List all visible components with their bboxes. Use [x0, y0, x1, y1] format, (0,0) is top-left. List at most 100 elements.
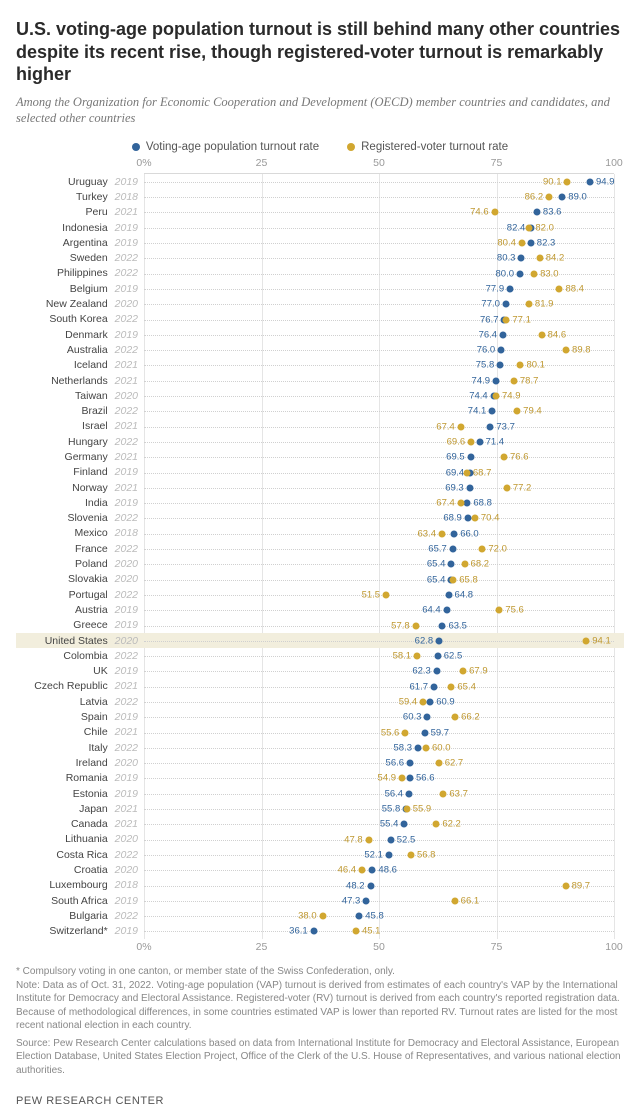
vap-dot	[356, 913, 363, 920]
vap-dot	[427, 698, 434, 705]
country-row: Denmark 201976.484.6	[144, 327, 614, 342]
country-row: Japan 202155.855.9	[144, 801, 614, 816]
rv-dot	[493, 393, 500, 400]
vap-value: 89.0	[562, 192, 587, 202]
subtitle: Among the Organization for Economic Coop…	[16, 94, 624, 128]
rv-value: 56.8	[411, 850, 436, 860]
rv-value: 66.1	[455, 896, 480, 906]
legend-item-vap: Voting-age population turnout rate	[132, 141, 319, 153]
axis-tick: 100	[605, 941, 623, 953]
country-row: Costa Rica 202252.156.8	[144, 847, 614, 862]
country-label: France 2022	[16, 544, 144, 555]
country-label: Indonesia 2019	[16, 223, 144, 234]
country-row: Canada 202155.462.2	[144, 817, 614, 832]
vap-dot	[498, 347, 505, 354]
brand: PEW RESEARCH CENTER	[16, 1089, 624, 1107]
vap-dot	[507, 285, 514, 292]
source-text: Source: Pew Research Center calculations…	[16, 1037, 624, 1078]
country-row: Iceland 202175.880.1	[144, 358, 614, 373]
rv-dot	[457, 423, 464, 430]
legend-dot-rv	[347, 143, 355, 151]
country-row: Lithuania 202052.547.8	[144, 832, 614, 847]
rv-dot	[503, 484, 510, 491]
axis-tick: 25	[256, 157, 268, 169]
rv-value: 77.2	[507, 483, 532, 493]
rv-dot	[526, 224, 533, 231]
country-label: Czech Republic 2021	[16, 681, 144, 692]
vap-dot	[401, 821, 408, 828]
country-label: Israel 2021	[16, 421, 144, 432]
country-row: Australia 202276.089.8	[144, 343, 614, 358]
vap-dot	[500, 331, 507, 338]
vap-dot	[517, 270, 524, 277]
vap-dot	[451, 530, 458, 537]
vap-dot	[369, 867, 376, 874]
vap-dot	[430, 683, 437, 690]
country-row: Israel 202173.767.4	[144, 419, 614, 434]
vap-dot	[367, 882, 374, 889]
rv-dot	[403, 806, 410, 813]
rv-value: 77.1	[506, 315, 531, 325]
vap-dot	[436, 637, 443, 644]
rv-value: 74.9	[496, 391, 521, 401]
country-row: Slovakia 202065.465.8	[144, 572, 614, 587]
country-row: South Africa 201947.366.1	[144, 893, 614, 908]
vap-dot	[464, 500, 471, 507]
country-row: Luxembourg 201848.289.7	[144, 878, 614, 893]
vap-value: 66.0	[454, 529, 479, 539]
chart: 0%255075100 Uruguay 201994.990.1Turkey 2…	[16, 157, 624, 955]
vap-dot	[449, 546, 456, 553]
country-label: Portugal 2022	[16, 590, 144, 601]
vap-dot	[434, 653, 441, 660]
vap-dot	[502, 301, 509, 308]
vap-dot	[421, 729, 428, 736]
country-label: Finland 2019	[16, 467, 144, 478]
vap-value: 52.5	[391, 835, 416, 845]
vap-value: 94.9	[590, 177, 615, 187]
axis-tick: 100	[605, 157, 623, 169]
vap-value: 83.6	[537, 208, 562, 218]
country-row: Brazil 202274.179.4	[144, 404, 614, 419]
rv-dot	[399, 775, 406, 782]
vap-dot	[415, 744, 422, 751]
axis-top: 0%255075100	[144, 157, 614, 173]
rv-dot	[564, 178, 571, 185]
country-row: South Korea 202276.777.1	[144, 312, 614, 327]
rv-dot	[479, 546, 486, 553]
vap-value: 45.8	[359, 911, 384, 921]
page-title: U.S. voting-age population turnout is st…	[16, 18, 624, 86]
rv-value: 62.7	[439, 758, 464, 768]
country-label: Norway 2021	[16, 483, 144, 494]
country-label: Belgium 2019	[16, 284, 144, 295]
country-row: Latvia 202260.959.4	[144, 694, 614, 709]
country-row: France 202265.772.0	[144, 541, 614, 556]
country-label: Colombia 2022	[16, 651, 144, 662]
country-label: Taiwan 2020	[16, 391, 144, 402]
country-label: Croatia 2020	[16, 865, 144, 876]
rv-value: 45.1	[356, 927, 381, 937]
country-label: Slovenia 2022	[16, 513, 144, 524]
country-row: Switzerland* 201936.145.1	[144, 924, 614, 939]
rv-value: 94.1	[586, 636, 611, 646]
vap-value: 48.6	[372, 866, 397, 876]
rv-dot	[501, 454, 508, 461]
country-label: Estonia 2019	[16, 789, 144, 800]
country-label: Chile 2021	[16, 727, 144, 738]
country-row: Sweden 202280.384.2	[144, 251, 614, 266]
country-label: Greece 2019	[16, 620, 144, 631]
rv-value: 66.2	[455, 713, 480, 723]
rv-dot	[414, 653, 421, 660]
country-row: Croatia 202048.646.4	[144, 863, 614, 878]
legend: Voting-age population turnout rate Regis…	[16, 141, 624, 153]
country-row: Chile 202159.755.6	[144, 725, 614, 740]
rv-dot	[319, 913, 326, 920]
axis-tick: 75	[491, 941, 503, 953]
vap-value: 73.7	[490, 422, 515, 432]
rv-dot	[510, 377, 517, 384]
rv-dot	[546, 194, 553, 201]
vap-dot	[493, 377, 500, 384]
rv-dot	[402, 729, 409, 736]
vap-dot	[385, 851, 392, 858]
country-row: Ireland 202056.662.7	[144, 756, 614, 771]
rv-value: 65.8	[453, 575, 478, 585]
